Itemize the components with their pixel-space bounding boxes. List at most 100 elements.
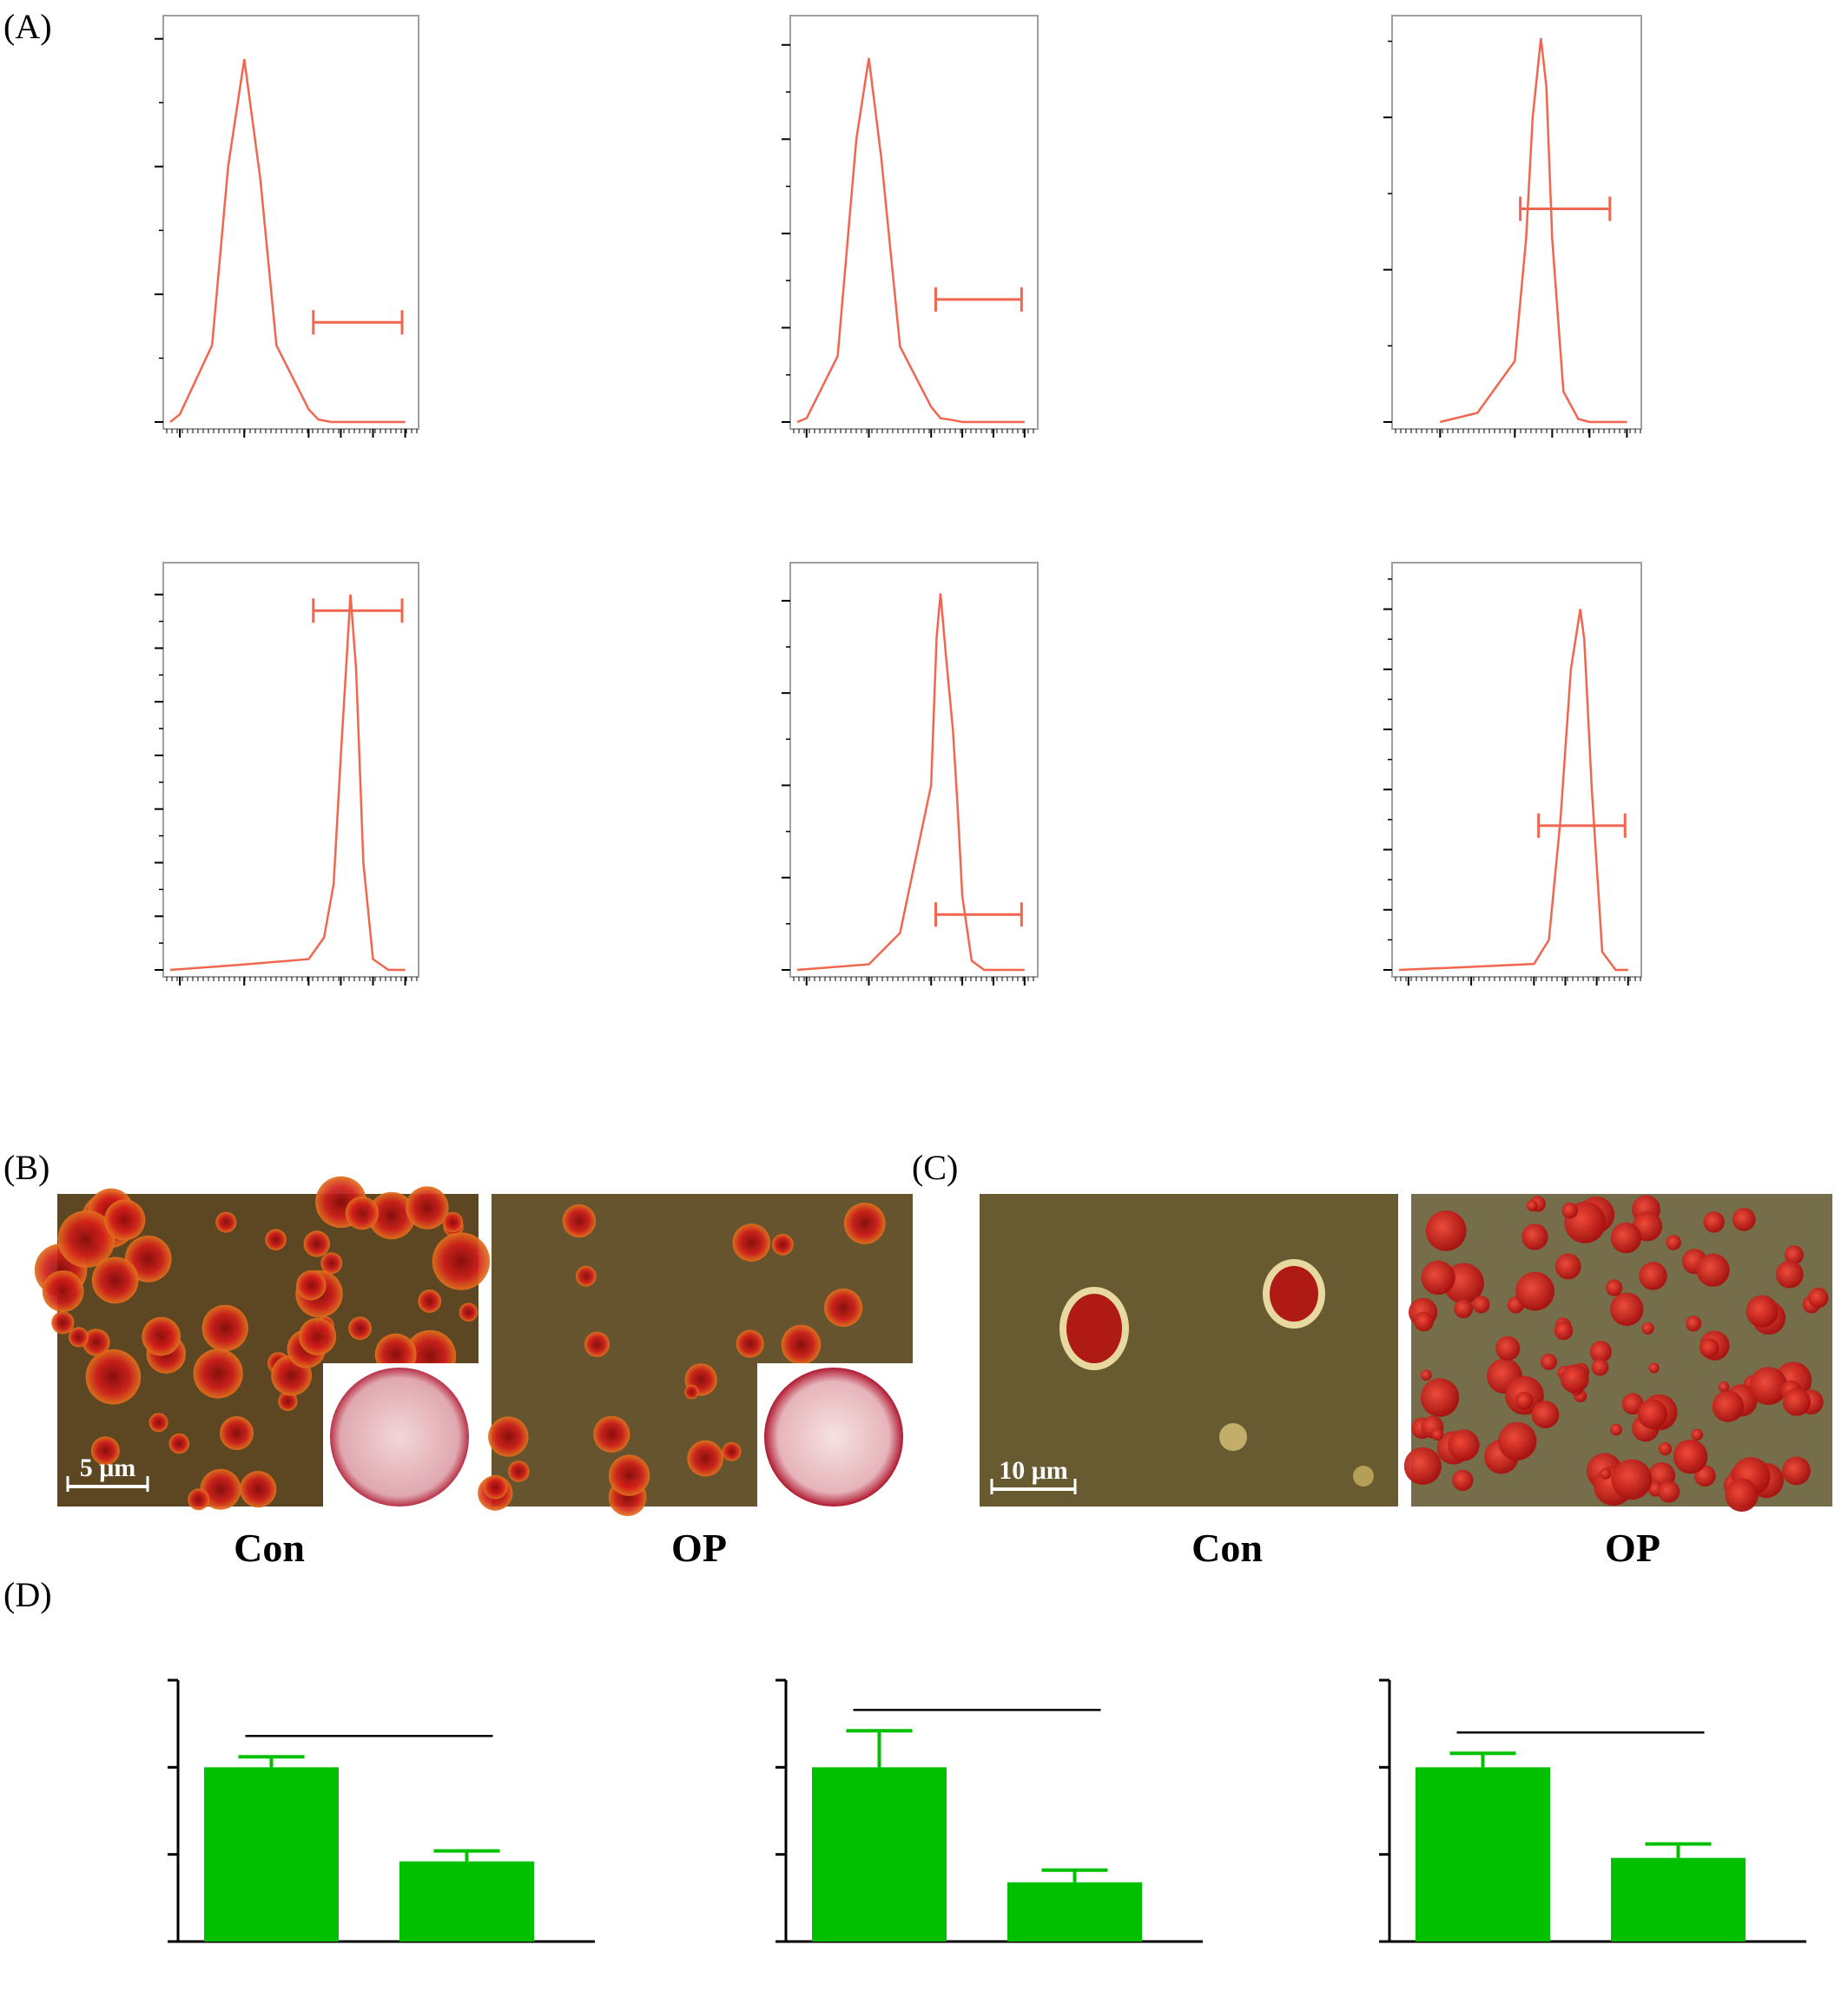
lipid-droplet xyxy=(1807,1287,1829,1309)
lipid-droplet xyxy=(1425,1210,1467,1251)
lipid-droplet xyxy=(1403,1447,1442,1485)
flow-histogram-cd105 xyxy=(782,562,1039,986)
lipid-droplet xyxy=(1637,1399,1667,1429)
lipid-droplet xyxy=(1589,1341,1612,1363)
stained-nodule xyxy=(687,1440,724,1477)
stained-nodule xyxy=(459,1302,478,1322)
stained-nodule xyxy=(240,1471,277,1508)
panel-label-a: (A) xyxy=(3,7,52,46)
panel-label-d: (D) xyxy=(3,1575,52,1614)
plot-frame xyxy=(1391,562,1642,978)
flow-histogram-cd14 xyxy=(155,15,419,438)
stained-nodule xyxy=(771,1233,794,1256)
lipid-droplet xyxy=(1725,1478,1759,1513)
lipid-droplet xyxy=(1560,1364,1589,1394)
lipid-droplet xyxy=(1782,1456,1811,1486)
lipid-droplet xyxy=(1454,1299,1474,1319)
stained-nodule xyxy=(142,1316,182,1356)
stained-nodule xyxy=(90,1436,120,1466)
stained-nodule xyxy=(508,1460,530,1482)
stained-nodule xyxy=(193,1348,243,1399)
image-label-con: Con xyxy=(1191,1526,1263,1570)
lipid-droplet xyxy=(1431,1428,1444,1441)
lipid-droplet xyxy=(1561,1202,1579,1219)
bar-chart-opn xyxy=(168,1678,595,1943)
plot-frame xyxy=(162,562,419,978)
lipid-droplet xyxy=(1639,1262,1667,1290)
lipid-droplet xyxy=(1749,1367,1788,1405)
lipid-droplet xyxy=(1591,1358,1609,1376)
panel-d-mrna-bar-charts xyxy=(168,1678,1806,1943)
stained-nodule xyxy=(684,1384,699,1400)
lipid-droplet xyxy=(1611,1459,1653,1500)
lipid-droplet xyxy=(1554,1321,1574,1341)
histogram-curve xyxy=(1440,37,1627,424)
lipid-droplet xyxy=(1448,1429,1480,1461)
histogram-curve xyxy=(796,593,1025,972)
lipid-droplet xyxy=(1621,1393,1644,1415)
stained-nodule xyxy=(406,1186,449,1230)
flow-histogram-cd34 xyxy=(782,15,1039,438)
stained-nodule xyxy=(168,1433,190,1454)
bar-op xyxy=(1611,1857,1746,1942)
histogram-curve xyxy=(796,57,1025,424)
stained-nodule xyxy=(736,1329,764,1358)
lipid-droplet xyxy=(1610,1222,1642,1254)
lipid-droplet xyxy=(1641,1322,1654,1335)
panel-b-alizarin-red-images: 5 μm Con OP xyxy=(34,1176,913,1570)
stained-nodule xyxy=(345,1196,380,1230)
scale-bar-label: 10 μm xyxy=(999,1456,1068,1485)
stained-nodule xyxy=(148,1413,168,1433)
histogram-curve xyxy=(169,594,406,972)
lipid-droplet xyxy=(1521,1223,1548,1250)
bar-con xyxy=(204,1767,339,1942)
flow-histogram-cd44 xyxy=(1383,15,1642,438)
stained-nodule xyxy=(562,1203,597,1238)
lipid-droplet xyxy=(1472,1296,1490,1314)
micrograph-con-adipogenic: 10 μm xyxy=(980,1194,1398,1507)
plot-frame xyxy=(162,15,419,430)
lipid-droplet xyxy=(1495,1335,1521,1361)
bar-con xyxy=(1416,1767,1550,1942)
stained-nodule xyxy=(201,1304,248,1352)
histogram-curve xyxy=(169,59,406,424)
image-label-op: OP xyxy=(1605,1526,1660,1570)
bar-chart-runx2 xyxy=(776,1678,1203,1943)
stained-nodule xyxy=(824,1288,863,1328)
stained-nodule xyxy=(303,1230,330,1257)
lipid-droplet xyxy=(1610,1423,1622,1436)
lipid-droplet xyxy=(1732,1208,1756,1231)
lipid-droplet xyxy=(1526,1200,1538,1211)
lipid-droplet xyxy=(1775,1260,1804,1289)
lipid-droplet xyxy=(1673,1439,1708,1474)
stained-nodule xyxy=(781,1324,822,1365)
lipid-droplet xyxy=(1691,1428,1704,1441)
stained-nodule xyxy=(593,1415,630,1453)
plot-frame xyxy=(1391,15,1642,430)
stained-nodule xyxy=(57,1210,116,1268)
lipid-droplet xyxy=(1658,1441,1673,1456)
lipid-droplet xyxy=(1718,1381,1730,1393)
lipid-droplet xyxy=(1600,1467,1612,1480)
stained-nodule xyxy=(367,1191,416,1240)
panel-label-b: (B) xyxy=(3,1148,50,1187)
image-label-con: Con xyxy=(234,1526,305,1570)
stained-nodule xyxy=(296,1269,327,1301)
stained-nodule xyxy=(432,1232,491,1290)
image-label-op: OP xyxy=(671,1526,727,1570)
lipid-droplet xyxy=(1658,1480,1680,1503)
panel-label-c: (C) xyxy=(912,1148,958,1187)
stained-nodule xyxy=(68,1327,89,1348)
plot-frame xyxy=(789,15,1039,430)
stained-nodule xyxy=(220,1416,254,1450)
stained-nodule xyxy=(265,1229,287,1250)
lipid-droplet xyxy=(1498,1421,1537,1460)
lipid-droplet xyxy=(1554,1253,1581,1280)
stained-nodule xyxy=(483,1474,508,1500)
scale-bar-label: 5 μm xyxy=(80,1454,136,1482)
lipid-droplet xyxy=(1712,1390,1745,1422)
stained-nodule xyxy=(82,1329,110,1356)
stained-nodule xyxy=(608,1454,650,1496)
stained-nodule xyxy=(348,1316,372,1341)
